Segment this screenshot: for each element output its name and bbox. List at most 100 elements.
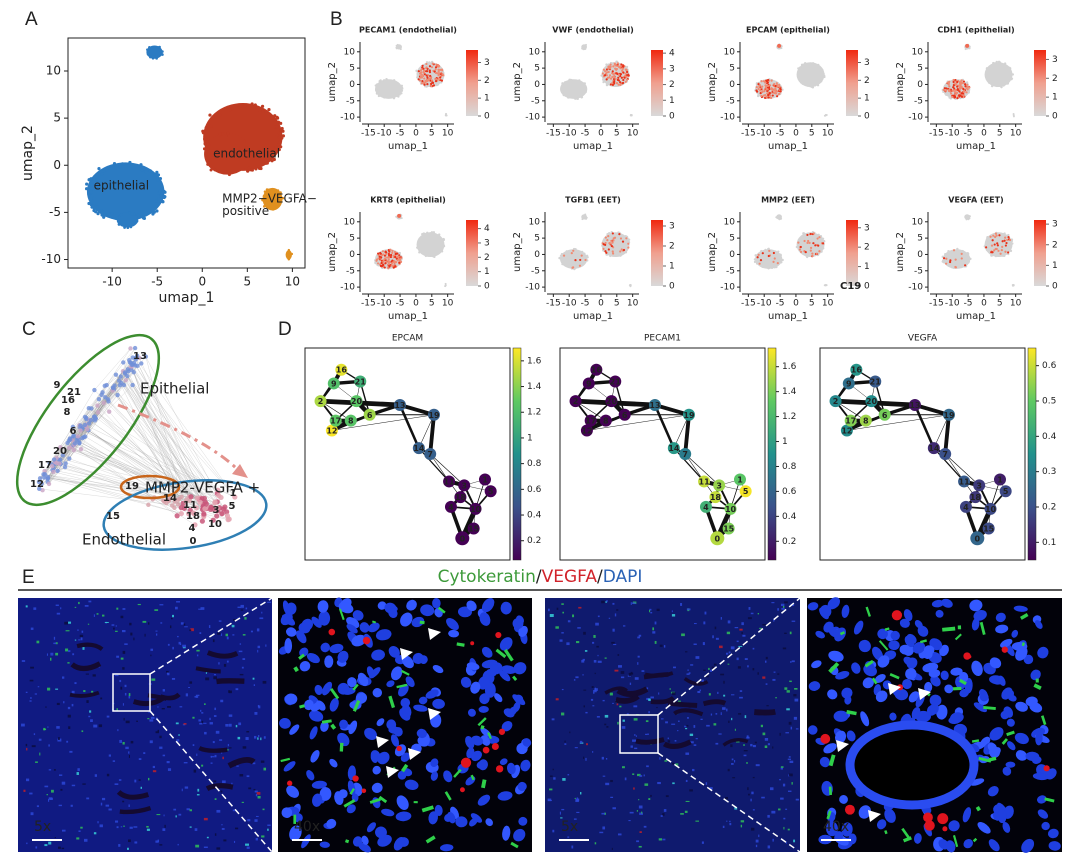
tissue-signal: [561, 632, 564, 633]
tissue-signal: [702, 841, 704, 843]
tissue-signal: [592, 686, 594, 688]
cell-point: [120, 214, 123, 217]
tissue-signal: [695, 821, 699, 822]
tissue-signal: [744, 750, 748, 751]
tissue-signal: [49, 769, 51, 770]
cell-point: [41, 472, 45, 476]
cell-point: [375, 84, 377, 86]
expression-point: [953, 89, 955, 91]
colorbar-tick-label: 1.4: [782, 387, 797, 397]
panel-letter: E: [22, 567, 35, 588]
cell-point: [288, 249, 290, 251]
tissue-signal: [767, 815, 769, 818]
expression-point: [398, 262, 400, 264]
tissue-signal: [112, 624, 115, 626]
cell-point: [207, 148, 210, 151]
tissue-signal: [655, 641, 657, 644]
cell-point: [227, 135, 230, 138]
tissue-signal: [122, 801, 124, 803]
cytokeratin-signal: [1036, 679, 1039, 683]
expression-point: [956, 97, 958, 99]
tissue-signal: [258, 705, 259, 707]
tissue-signal: [74, 682, 76, 684]
expression-point: [773, 83, 775, 85]
expression-point: [619, 250, 621, 252]
plot-title: TGFB1 (EET): [565, 196, 621, 205]
tissue-signal: [580, 741, 582, 743]
node-label: 12: [326, 426, 337, 435]
cell-point: [563, 94, 565, 96]
tissue-signal: [107, 774, 109, 777]
tissue-signal: [247, 775, 250, 777]
tissue-signal: [227, 637, 229, 640]
x-axis-label: umap_1: [573, 141, 613, 152]
expression-point: [606, 239, 608, 241]
expression-point: [772, 261, 774, 263]
cell-point: [426, 232, 428, 234]
tissue-signal: [189, 681, 192, 683]
tissue-signal: [148, 622, 149, 624]
cell-point: [581, 218, 583, 220]
cell-point: [95, 205, 98, 208]
cell-point: [761, 266, 763, 268]
tissue-signal: [623, 720, 625, 722]
cell-point: [73, 441, 77, 445]
expression-point: [625, 81, 627, 83]
cell-point: [201, 511, 206, 516]
tissue-signal: [567, 836, 569, 837]
node-label: 2: [318, 397, 324, 406]
tissue-signal: [78, 830, 80, 832]
expression-point: [433, 84, 435, 86]
node-label: 11: [699, 477, 711, 486]
tissue-signal: [765, 746, 768, 748]
cell-point: [397, 95, 399, 97]
cell-point: [812, 86, 814, 88]
cell-point: [228, 173, 231, 176]
tissue-signal: [26, 748, 27, 751]
colorbar-tick-label: 1: [864, 94, 870, 104]
tissue-signal: [694, 644, 697, 645]
tissue-signal: [184, 626, 188, 627]
tissue-signal: [163, 755, 165, 757]
cell-point: [130, 383, 134, 387]
tissue-signal: [119, 740, 122, 743]
tissue-signal: [257, 650, 258, 653]
expression-point: [389, 249, 391, 251]
x-tick-label: -10: [377, 129, 392, 139]
tissue-signal: [612, 848, 613, 850]
tissue-signal: [568, 774, 570, 775]
tissue-signal: [612, 807, 615, 809]
tissue-signal: [690, 734, 693, 736]
tissue-signal: [637, 662, 638, 665]
expression-point: [616, 68, 618, 70]
cell-point: [393, 97, 395, 99]
expression-point: [985, 246, 987, 248]
tissue-signal: [170, 625, 171, 628]
tissue-signal: [585, 712, 587, 713]
tissue-signal: [30, 680, 34, 682]
tissue-signal: [258, 646, 261, 648]
tissue-signal: [50, 798, 53, 800]
tissue-signal: [26, 779, 29, 782]
expression-point: [581, 255, 583, 257]
node-label: 9: [846, 379, 852, 388]
tissue-signal: [572, 614, 574, 617]
cell-point: [54, 461, 58, 465]
cell-point: [561, 260, 563, 262]
tissue-signal: [91, 691, 93, 693]
expression-point: [627, 246, 629, 248]
tissue-signal: [226, 634, 228, 637]
tissue-signal: [123, 651, 126, 654]
tissue-signal: [241, 609, 243, 610]
tissue-signal: [60, 789, 62, 791]
tissue-signal: [257, 792, 261, 795]
colorbar-tick-label: 4: [669, 49, 675, 59]
tissue-signal: [585, 650, 587, 652]
x-tick-label: 10: [1010, 129, 1022, 139]
cell-point: [1011, 77, 1013, 79]
expression-point: [760, 95, 762, 97]
cell-point: [442, 243, 444, 245]
expression-point: [758, 88, 760, 90]
tissue-signal: [585, 758, 586, 761]
x-tick-label: 0: [981, 299, 987, 309]
